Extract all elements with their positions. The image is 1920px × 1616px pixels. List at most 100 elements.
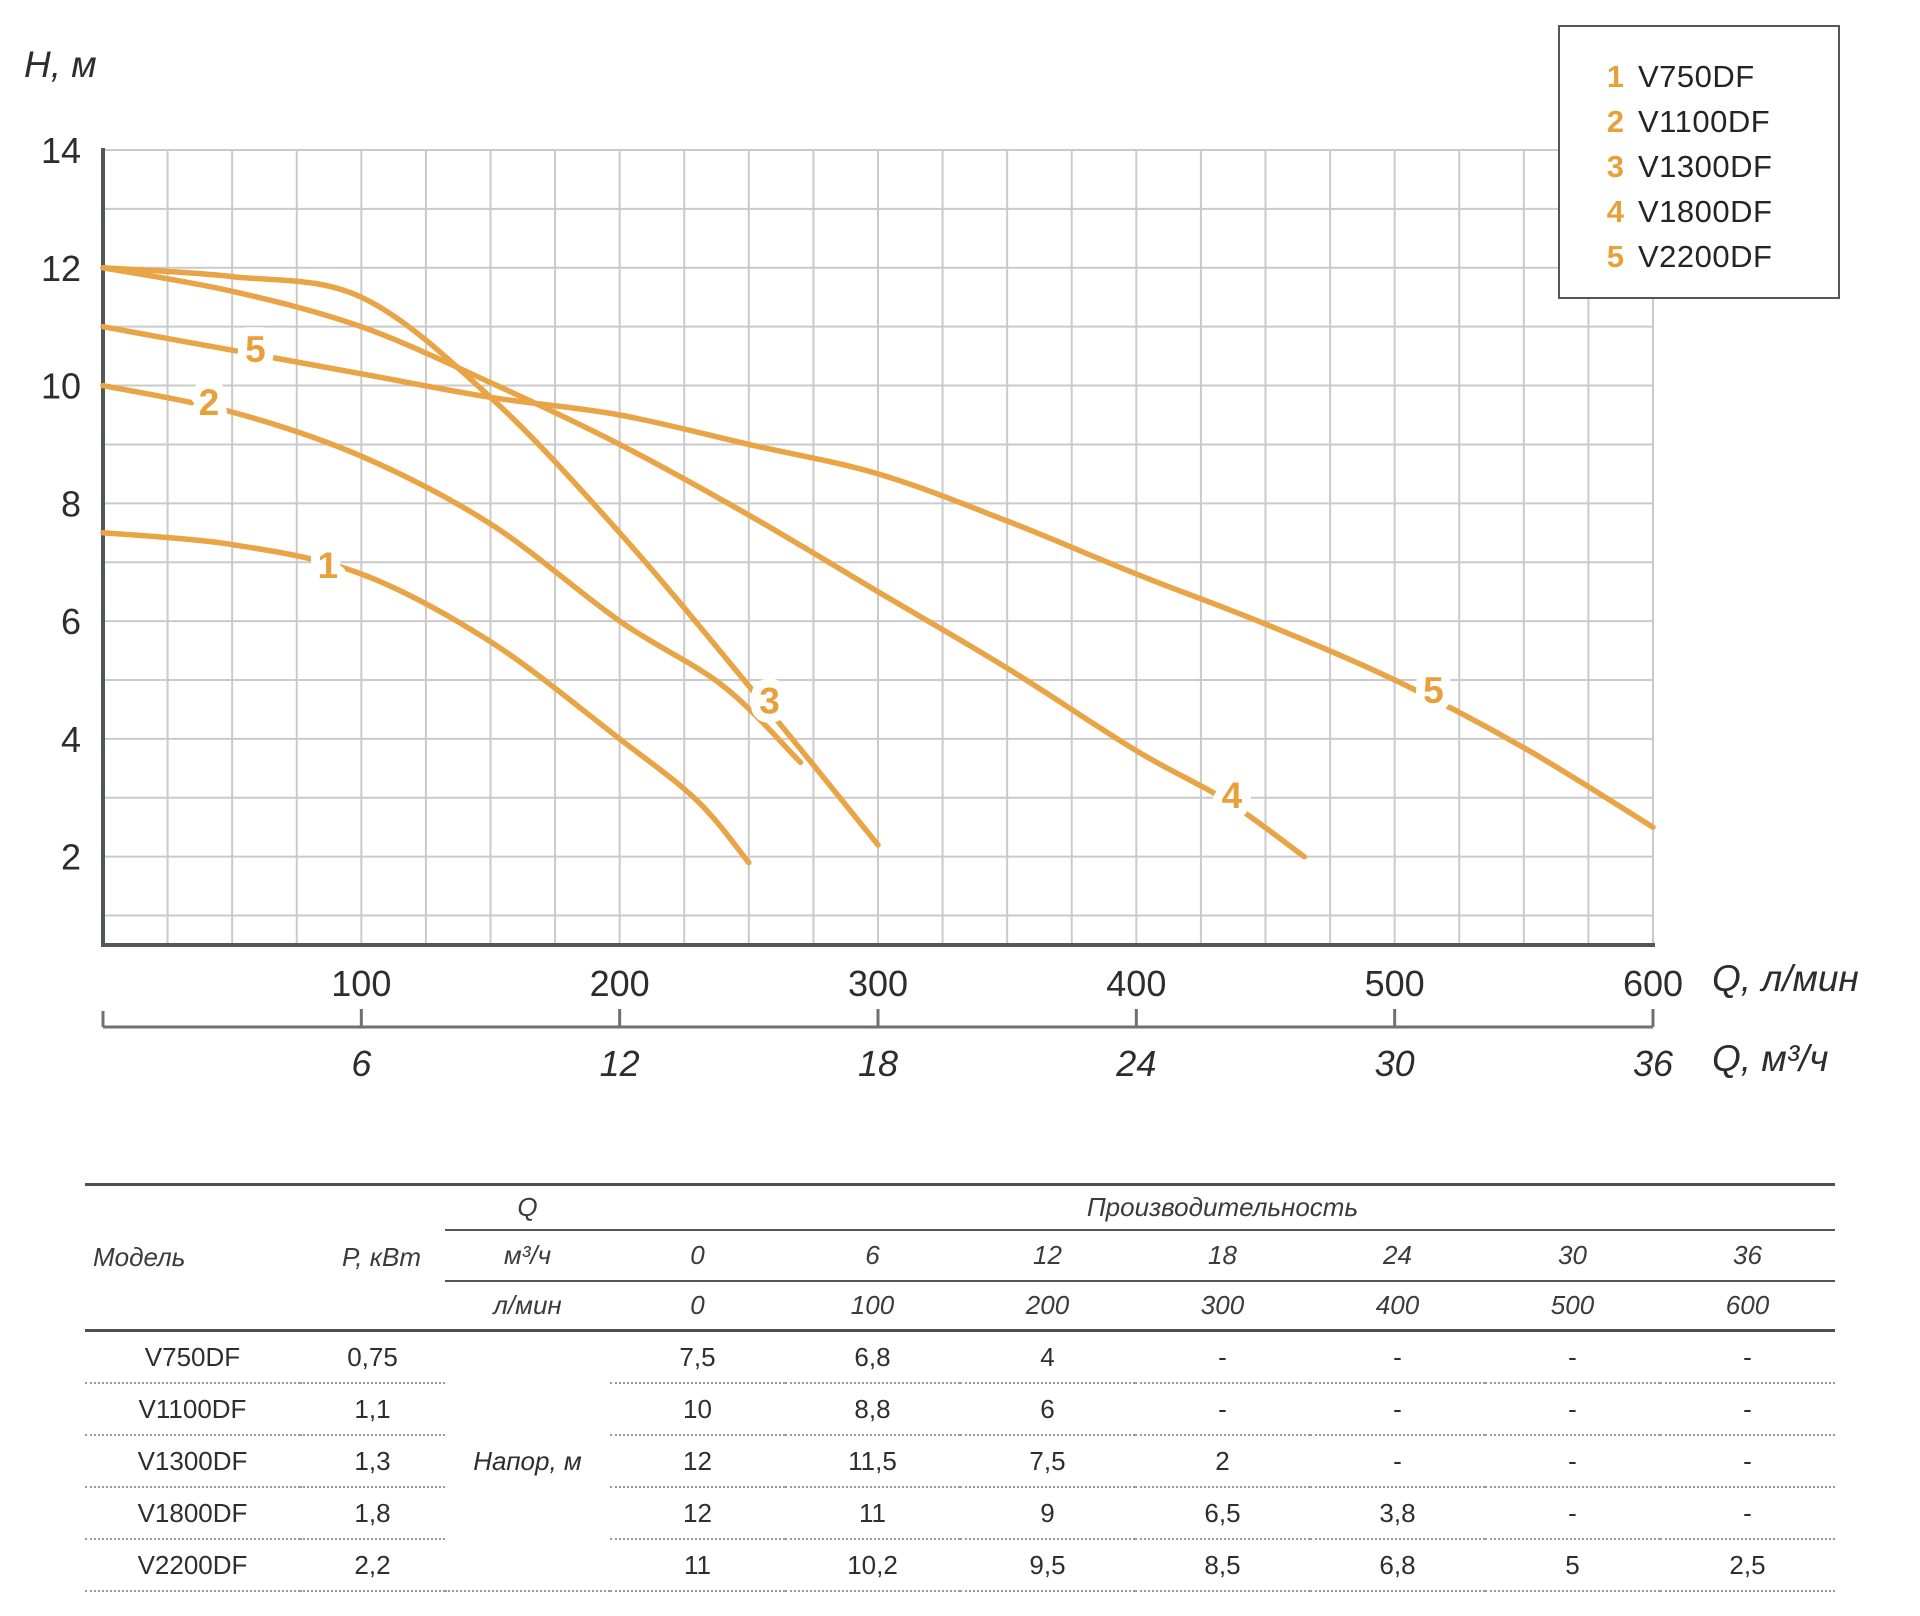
y-tick-label: 2 [61, 837, 81, 878]
column-header-performance: Производительность [610, 1184, 1835, 1231]
secondary-tick-label: 36 [1633, 1043, 1674, 1084]
value-cell: 6 [960, 1383, 1135, 1436]
legend-number: 1 [1606, 58, 1624, 94]
legend-number: 2 [1606, 103, 1624, 139]
value-cell: 7,5 [610, 1330, 785, 1384]
value-cell: - [1310, 1435, 1485, 1488]
model-cell: V2200DF [85, 1539, 300, 1592]
y-axis-title: H, м [24, 44, 97, 85]
y-tick-label: 8 [61, 483, 81, 524]
value-cell: 9,5 [960, 1539, 1135, 1592]
unit-row-value: 6 [785, 1229, 960, 1282]
secondary-tick-label: 18 [858, 1043, 898, 1084]
power-cell: 1,3 [300, 1435, 445, 1488]
unit-row-value: 24 [1310, 1229, 1485, 1282]
value-cell: 2,5 [1660, 1539, 1835, 1592]
table-row-V1100DF: V1100DF 1,1 10 8,8 6- - - - [85, 1383, 1835, 1436]
secondary-tick-label: 24 [1115, 1043, 1156, 1084]
x-axis-title: Q, л/мин [1712, 958, 1859, 999]
napor-cell: Напор, м [445, 1330, 610, 1592]
table-row-V750DF: V750DF 0,75 Напор, м 7,5 6,8 4- - - - [85, 1330, 1835, 1592]
unit-row-value: 300 [1135, 1280, 1310, 1332]
legend-number: 3 [1606, 148, 1624, 184]
column-header-q: Q [445, 1184, 610, 1231]
value-cell: - [1485, 1383, 1660, 1436]
value-cell: - [1660, 1383, 1835, 1436]
table-row-V2200DF: V2200DF 2,2 11 10,2 9,5 8,5 6,8 5 2,5 [85, 1539, 1835, 1592]
value-cell: - [1485, 1487, 1660, 1540]
value-cell: 11,5 [785, 1435, 960, 1488]
y-tick-label: 12 [41, 248, 81, 289]
secondary-tick-label: 6 [351, 1043, 372, 1084]
value-cell: - [1485, 1435, 1660, 1488]
value-cell: 11 [785, 1487, 960, 1540]
pump-curve-5 [100, 323, 1656, 830]
curve-label-5: 5 [1423, 670, 1444, 711]
value-cell: 7,5 [960, 1435, 1135, 1488]
secondary-tick-label: 30 [1375, 1043, 1415, 1084]
curve-label-5: 5 [245, 329, 266, 370]
y-tick-label: 14 [41, 130, 81, 171]
table-row-V1800DF: V1800DF 1,8 12 11 9 6,5 3,8- - [85, 1487, 1835, 1540]
column-header-power: Р, кВт [300, 1184, 445, 1332]
legend-item-V750DF: 1 V750DF [1598, 54, 1838, 99]
unit-row-value: 0 [610, 1229, 785, 1282]
x-tick-label: 100 [331, 963, 391, 1004]
power-cell: 2,2 [300, 1539, 445, 1592]
unit-row-label: м³/ч [445, 1229, 610, 1282]
secondary-axis [101, 1009, 1655, 1029]
value-cell: 2 [1135, 1435, 1310, 1488]
pump-curve-4 [100, 265, 1308, 860]
value-cell: - [1660, 1435, 1835, 1488]
unit-row-value: 30 [1485, 1229, 1660, 1282]
value-cell: 8,5 [1135, 1539, 1310, 1592]
value-cell: 11 [610, 1539, 785, 1592]
legend-model: V1300DF [1638, 148, 1773, 184]
legend-item-V1800DF: 4 V1800DF [1598, 189, 1838, 234]
power-cell: 1,1 [300, 1383, 445, 1436]
value-cell: 3,8 [1310, 1487, 1485, 1540]
value-cell: 12 [610, 1487, 785, 1540]
value-cell: - [1485, 1330, 1660, 1384]
unit-row-value: 600 [1660, 1280, 1835, 1332]
unit-row-value: 36 [1660, 1229, 1835, 1282]
legend-model: V1100DF [1638, 103, 1771, 139]
unit-row-value: 18 [1135, 1229, 1310, 1282]
value-cell: - [1310, 1330, 1485, 1384]
value-cell: - [1310, 1383, 1485, 1436]
curve-label-1: 1 [317, 545, 338, 586]
unit-row-value: 0 [610, 1280, 785, 1332]
legend-model: V2200DF [1638, 238, 1773, 274]
value-cell: 6,8 [1310, 1539, 1485, 1592]
pump-table: Модель Р, кВт Q Производительность м³/ч 0 6 12 1… [85, 1183, 1835, 1592]
chart-area: 2 4 6 8 10 12 14 100 200 300 400 500 600 6 12 18 24 30 36 1… [24, 25, 1859, 1084]
unit-row-value: 12 [960, 1229, 1135, 1282]
unit-row-value: 100 [785, 1280, 960, 1332]
value-cell: - [1135, 1383, 1310, 1436]
model-cell: V750DF [85, 1330, 300, 1384]
model-cell: V1300DF [85, 1435, 300, 1488]
unit-row-value: 200 [960, 1280, 1135, 1332]
column-header-model: Модель [85, 1184, 300, 1332]
curve-label-4: 4 [1222, 775, 1243, 816]
y-tick-label: 10 [41, 366, 81, 407]
x-tick-label: 600 [1623, 963, 1683, 1004]
value-cell: 8,8 [785, 1383, 960, 1436]
value-cell: 6,5 [1135, 1487, 1310, 1540]
value-cell: 5 [1485, 1539, 1660, 1592]
x-tick-label: 400 [1106, 963, 1166, 1004]
spec-table: Модель Р, кВт Q Производительность м³/ч 0 6 12 1… [85, 1183, 1835, 1592]
x-tick-label: 500 [1365, 963, 1425, 1004]
power-cell: 0,75 [300, 1330, 445, 1384]
y-tick-label: 4 [61, 719, 81, 760]
pump-curve-1 [100, 530, 752, 866]
pump-curve-2 [100, 382, 804, 766]
legend-model: V750DF [1638, 58, 1755, 94]
curve-label-2: 2 [199, 382, 220, 423]
unit-row-value: 400 [1310, 1280, 1485, 1332]
unit-row-value: 500 [1485, 1280, 1660, 1332]
value-cell: 10 [610, 1383, 785, 1436]
legend-item-V2200DF: 5 V2200DF [1598, 234, 1838, 279]
